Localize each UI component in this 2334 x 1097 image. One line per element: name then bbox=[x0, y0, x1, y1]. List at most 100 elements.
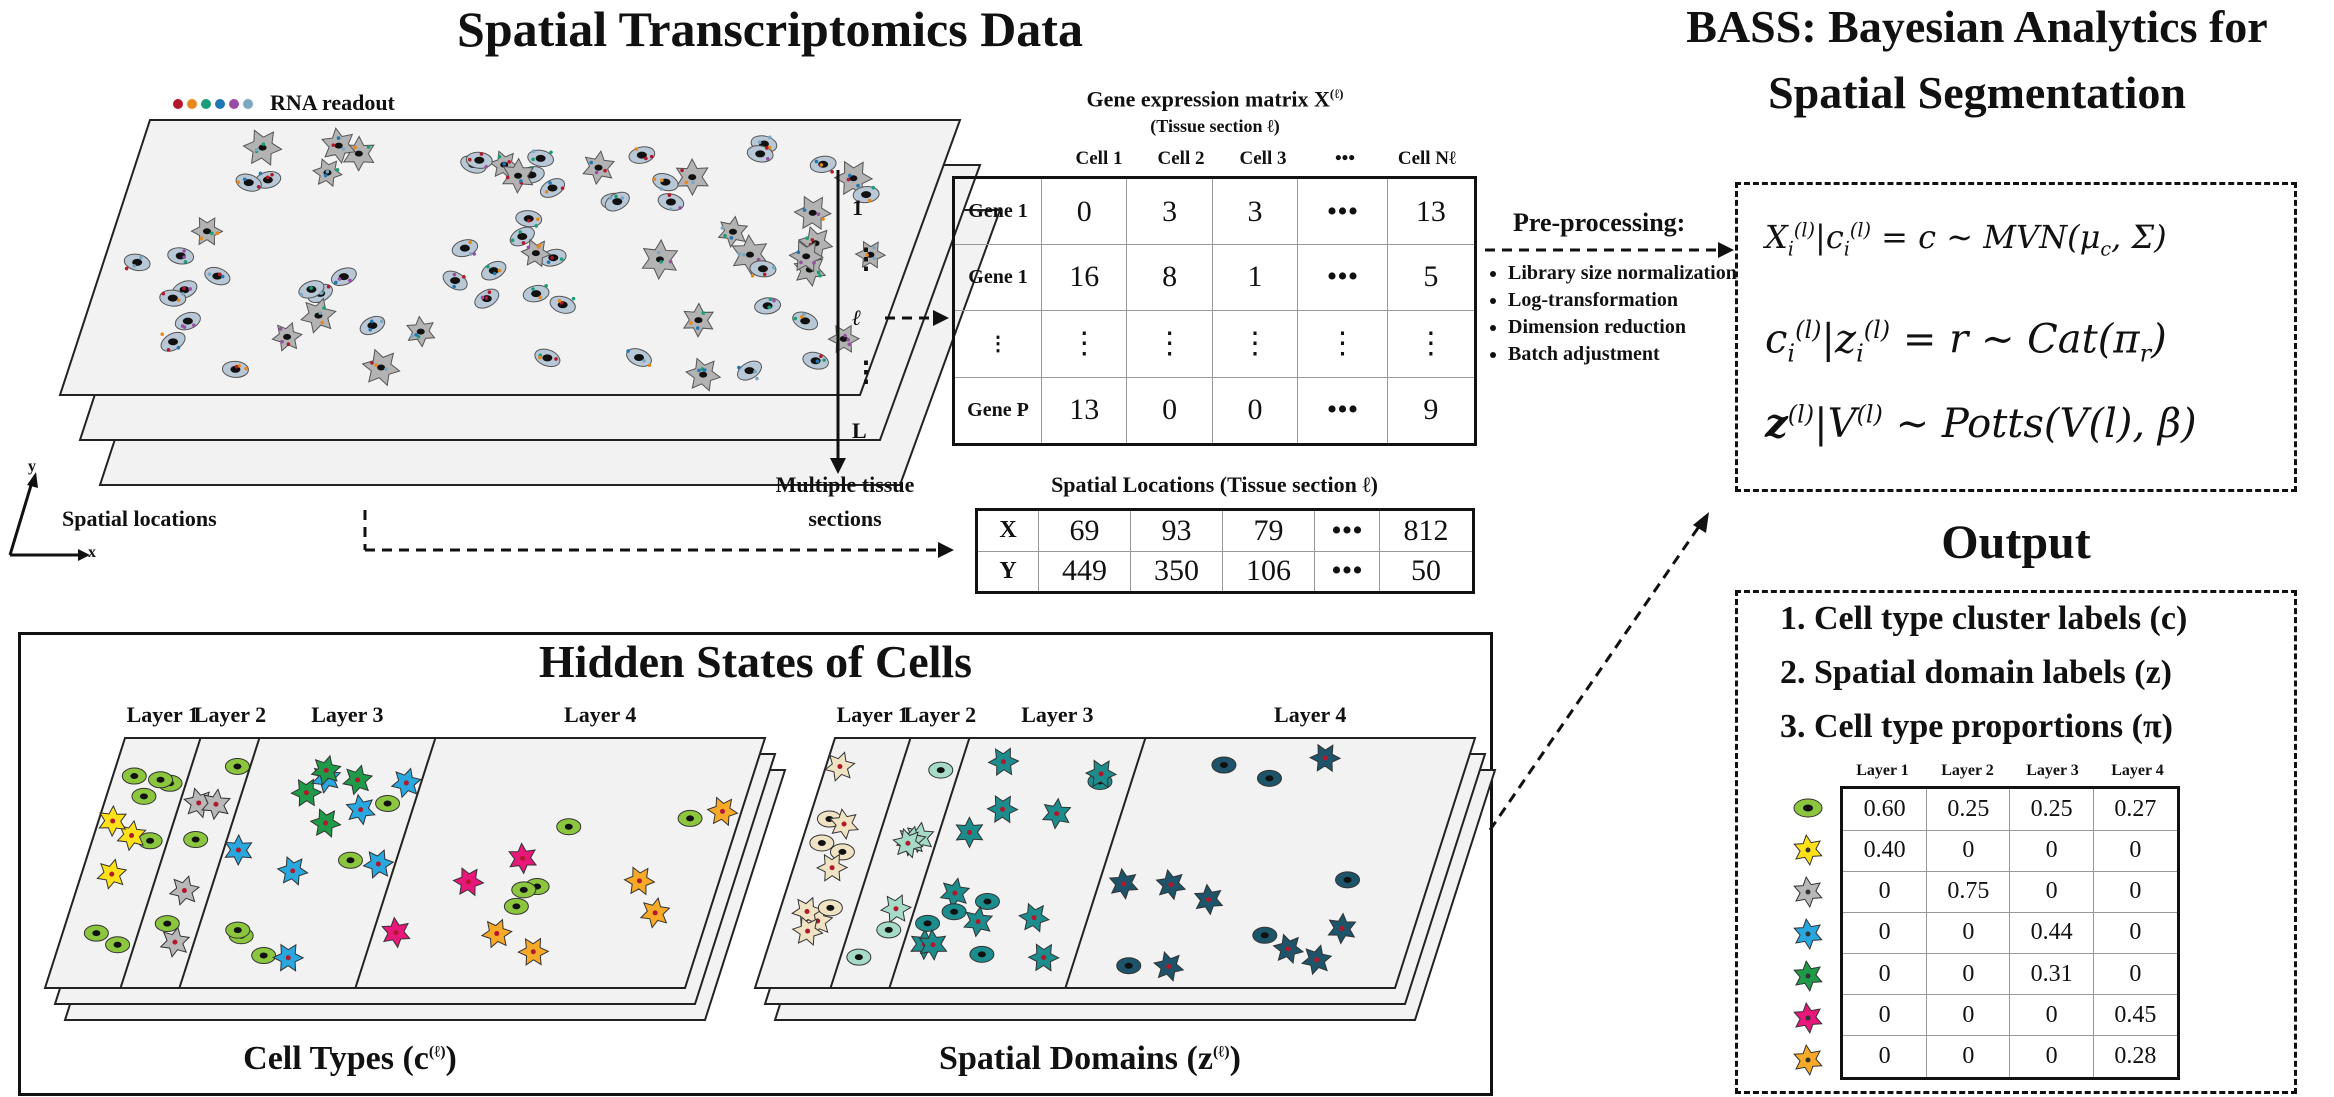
spatial-cell: 812 bbox=[1378, 509, 1475, 552]
proportion-cell: 0 bbox=[1926, 953, 2011, 996]
proportion-row: 0 0.75 0 0 bbox=[1840, 870, 2180, 913]
expr-matrix-title: Gene expression matrix X(ℓ) bbox=[1086, 86, 1344, 112]
proportion-cell: 0 bbox=[1926, 911, 2011, 955]
expr-row-label: Gene P bbox=[953, 376, 1042, 446]
expr-cell: 16 bbox=[1040, 244, 1128, 311]
spatial-cell: ••• bbox=[1313, 550, 1380, 593]
expr-row-label: Gene 1 bbox=[953, 244, 1042, 311]
output-item-1: 1. Cell type cluster labels (c) bbox=[1780, 600, 2188, 637]
expr-cell: 0 bbox=[1211, 376, 1299, 446]
spatial-cell: 69 bbox=[1038, 509, 1131, 552]
proportion-cell: 0 bbox=[2009, 870, 2094, 913]
proportion-cell: 0.60 bbox=[1840, 787, 1928, 831]
left-title: Spatial Transcriptomics Data bbox=[457, 1, 1083, 57]
layer-label: Layer 1 bbox=[126, 702, 199, 727]
output-item-2: 2. Spatial domain labels (z) bbox=[1780, 654, 2172, 691]
expr-row: ⋮ ⋮ ⋮ ⋮ ⋮ ⋮ bbox=[953, 309, 1477, 378]
spatial-locations-table: X 69 93 79 ••• 812 Y 449 350 106 ••• 50 bbox=[975, 508, 1475, 594]
output-item-3: 3. Cell type proportions (π) bbox=[1780, 708, 2173, 745]
right-title-line1: BASS: Bayesian Analytics for bbox=[1686, 1, 2268, 52]
spatial-row: X 69 93 79 ••• 812 bbox=[976, 509, 1475, 552]
proportion-cell: 0 bbox=[2092, 829, 2180, 872]
proportion-cell: 0 bbox=[1840, 953, 1928, 996]
proportion-cell: 0 bbox=[1926, 1035, 2011, 1079]
spatial-row: Y 449 350 106 ••• 50 bbox=[976, 550, 1475, 593]
expr-cell: 5 bbox=[1386, 244, 1477, 311]
proportion-cell: 0.44 bbox=[2009, 911, 2094, 955]
stack-index-dots-2: ⋮ bbox=[852, 357, 880, 388]
proportion-row: 0 0 0 0.45 bbox=[1840, 994, 2180, 1037]
expr-cell: ⋮ bbox=[1386, 309, 1477, 378]
proportion-cell: 0 bbox=[1926, 994, 2011, 1037]
proportion-cell: 0 bbox=[2009, 994, 2094, 1037]
model-equation-3: z(l)|V(l) ∼ Potts(V(l), β) bbox=[1765, 400, 2197, 447]
col-header-celln: Cell Nℓ bbox=[1397, 148, 1457, 169]
proportion-cell: 0.40 bbox=[1840, 829, 1928, 872]
proportion-cell: 0 bbox=[2092, 911, 2180, 955]
cell-type-proportion-table: 0.60 0.25 0.25 0.27 0.40 0 0 0 0 0.75 0 0 0 0 0.44 0 0 0 0… bbox=[1840, 786, 2180, 1080]
axis-x-label: x bbox=[88, 544, 96, 561]
expr-cell: ••• bbox=[1297, 376, 1388, 446]
proportion-row: 0 0 0.44 0 bbox=[1840, 911, 2180, 955]
proportion-cell: 0 bbox=[1840, 1035, 1928, 1079]
preprocessing-item-3: Dimension reduction bbox=[1508, 316, 1758, 339]
proportion-row: 0.40 0 0 0 bbox=[1840, 829, 2180, 872]
expr-row-label: ⋮ bbox=[953, 309, 1042, 378]
prop-col-layer3: Layer 3 bbox=[2026, 762, 2079, 779]
layer-label: Layer 3 bbox=[1021, 702, 1094, 727]
spatial-table-title: Spatial Locations (Tissue section ℓ) bbox=[1051, 472, 1378, 497]
expr-cell: 0 bbox=[1040, 176, 1128, 246]
stack-index-L: L bbox=[852, 418, 867, 443]
prop-col-layer4: Layer 4 bbox=[2111, 762, 2164, 779]
expr-cell: ••• bbox=[1297, 244, 1388, 311]
preprocessing-item-1: Library size normalization bbox=[1508, 262, 1758, 285]
expr-row: Gene 1 0 3 3 ••• 13 bbox=[953, 176, 1477, 246]
prop-col-layer1: Layer 1 bbox=[1856, 762, 1909, 779]
expr-row: Gene 1 16 8 1 ••• 5 bbox=[953, 244, 1477, 311]
hidden-states-title: Hidden States of Cells bbox=[538, 636, 973, 687]
expr-cell: 13 bbox=[1386, 176, 1477, 246]
output-list: 1. Cell type cluster labels (c) 2. Spati… bbox=[1780, 600, 2187, 762]
preprocessing-title: Pre-processing: bbox=[1513, 208, 1686, 237]
expr-cell: 9 bbox=[1386, 376, 1477, 446]
expr-cell: 1 bbox=[1211, 244, 1299, 311]
proportion-cell: 0.45 bbox=[2092, 994, 2180, 1037]
layer-label: Layer 2 bbox=[903, 702, 977, 727]
cell-types-caption: Cell Types (c(ℓ)) bbox=[243, 1040, 457, 1077]
stack-index-l: ℓ bbox=[852, 305, 862, 330]
proportion-cell: 0.25 bbox=[1926, 787, 2011, 831]
proportion-cell: 0 bbox=[2092, 870, 2180, 913]
expr-row: Gene P 13 0 0 ••• 9 bbox=[953, 376, 1477, 446]
proportion-cell: 0 bbox=[1840, 911, 1928, 955]
stack-index-1: 1 bbox=[852, 195, 863, 220]
proportion-cell: 0.31 bbox=[2009, 953, 2094, 996]
col-header-cell2: Cell 2 bbox=[1157, 148, 1205, 169]
proportion-row: 0 0 0 0.28 bbox=[1840, 1035, 2180, 1079]
layer-label: Layer 4 bbox=[1274, 702, 1347, 727]
preprocessing-item-4: Batch adjustment bbox=[1508, 343, 1758, 366]
proportion-cell: 0 bbox=[2009, 1035, 2094, 1079]
preprocessing-list: Library size normalization Log-transform… bbox=[1490, 262, 1758, 370]
proportion-row: 0 0 0.31 0 bbox=[1840, 953, 2180, 996]
spatial-cell: 350 bbox=[1129, 550, 1223, 593]
expr-cell: ⋮ bbox=[1040, 309, 1128, 378]
multiple-sections-label-1: Multiple tissue bbox=[775, 472, 915, 497]
model-equation-1: Xi(l)|ci(l) = c ∼ MVN(μc, Σ) bbox=[1765, 218, 2167, 261]
col-header-ellipsis: ••• bbox=[1335, 148, 1355, 169]
expr-cell: 3 bbox=[1126, 176, 1213, 246]
expr-matrix-col-headers: Cell 1 Cell 2 Cell 3 ••• Cell Nℓ bbox=[1058, 148, 1478, 176]
expr-cell: ••• bbox=[1297, 176, 1388, 246]
expr-cell: 8 bbox=[1126, 244, 1213, 311]
proportion-cell: 0 bbox=[1840, 994, 1928, 1037]
spatial-locations-label: Spatial locations bbox=[62, 506, 217, 531]
spatial-cell: 449 bbox=[1038, 550, 1131, 593]
layer-label: Layer 2 bbox=[193, 702, 267, 727]
preprocessing-item-2: Log-transformation bbox=[1508, 289, 1758, 312]
proportion-cell: 0 bbox=[1926, 829, 2011, 872]
expr-cell: 3 bbox=[1211, 176, 1299, 246]
layer-label: Layer 4 bbox=[564, 702, 637, 727]
spatial-cell: 50 bbox=[1378, 550, 1475, 593]
